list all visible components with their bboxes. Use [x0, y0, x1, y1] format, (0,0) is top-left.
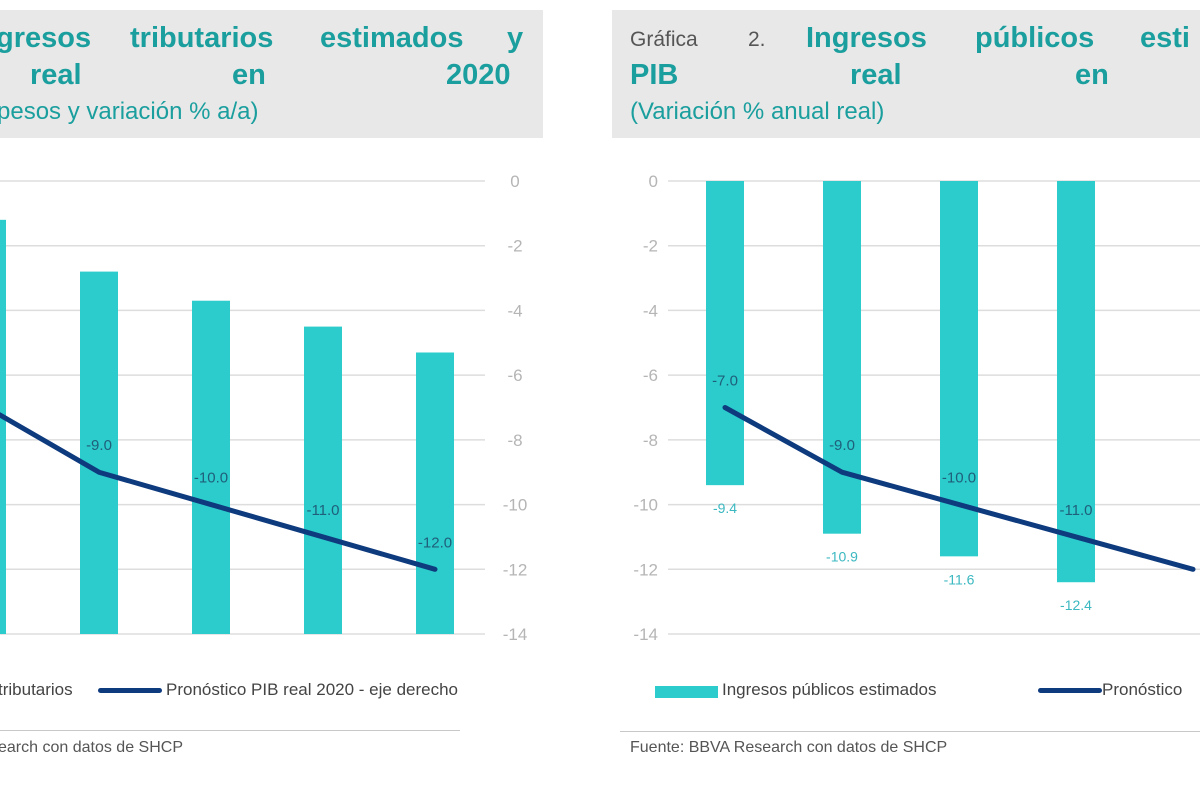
right-title-word: esti [1140, 22, 1190, 54]
left-title-word: gresos [0, 22, 92, 54]
bar-data-label: -9.4 [713, 500, 737, 516]
line-data-label: -9.0 [86, 437, 112, 454]
left-divider [0, 730, 460, 731]
y-tick-label: -6 [507, 366, 522, 385]
right-title-word: real [850, 59, 902, 91]
right-legend-bar-label: Ingresos públicos estimados [722, 680, 937, 699]
bar-data-label: -11.6 [944, 571, 975, 587]
bar [940, 181, 978, 557]
line-data-label: -10.0 [942, 470, 976, 487]
bar [706, 181, 744, 486]
y-tick-label: -12 [633, 560, 658, 579]
y-tick-label: -4 [643, 301, 658, 320]
y-tick-label: -10 [633, 496, 658, 515]
y-tick-label: -2 [643, 237, 658, 256]
bar [0, 219, 6, 635]
left-title-box [0, 10, 543, 138]
right-subtitle: (Variación % anual real) [630, 98, 885, 125]
left-legend-line-label: Pronóstico PIB real 2020 - eje derecho [166, 680, 459, 699]
left-source: earch con datos de SHCP [0, 739, 183, 756]
right-title-box [612, 10, 1200, 138]
line-data-label: -12.0 [418, 534, 452, 551]
y-tick-label: -12 [503, 560, 528, 579]
bar [192, 300, 230, 634]
y-tick-label: -10 [503, 496, 528, 515]
right-legend-line-label: Pronóstico [1102, 680, 1183, 699]
right-title-word: públicos [975, 22, 1095, 54]
bar [80, 271, 118, 634]
right-title-number: 2. [748, 28, 766, 51]
y-tick-label: -4 [507, 301, 522, 320]
right-title-prefix: Gráfica [630, 28, 698, 51]
y-tick-label: -8 [643, 431, 658, 450]
right-legend-line-swatch [1038, 688, 1102, 693]
right-legend-bar-swatch [655, 686, 718, 698]
y-tick-label: -6 [643, 366, 658, 385]
bar [823, 181, 861, 534]
left-subtitle: pesos y variación % a/a) [0, 98, 259, 125]
line-data-label: -10.0 [194, 470, 228, 487]
left-title-word: en [232, 59, 266, 91]
y-tick-label: -14 [633, 625, 658, 644]
left-title-word: estimados [320, 22, 464, 54]
y-tick-label: -8 [507, 431, 522, 450]
line-data-label: -7.0 [712, 373, 738, 390]
left-title-word: real [30, 59, 82, 91]
right-source: Fuente: BBVA Research con datos de SHCP [630, 739, 948, 756]
y-tick-label: 0 [510, 172, 519, 191]
line-data-label: -11.0 [1059, 502, 1092, 519]
left-title-word: 2020 [446, 59, 511, 91]
line-series [722, 405, 1196, 572]
left-title-word: y [507, 22, 524, 54]
bar-data-label: -12.4 [1060, 597, 1092, 613]
line-series [0, 412, 438, 572]
right-divider [620, 731, 1200, 732]
bar [416, 352, 454, 634]
line-data-label: -11.0 [306, 502, 339, 519]
right-title-word: en [1075, 59, 1109, 91]
left-legend-bar-label: tributarios [0, 680, 73, 699]
y-tick-label: 0 [649, 172, 658, 191]
line-data-label: -9.0 [829, 437, 855, 454]
y-tick-label: -14 [503, 625, 528, 644]
bar [304, 326, 342, 634]
left-title-word: tributarios [130, 22, 274, 54]
y-tick-label: -2 [507, 237, 522, 256]
bar-data-label: -10.9 [826, 549, 858, 565]
right-title-word: Ingresos [806, 22, 927, 54]
right-title-word: PIB [630, 59, 679, 91]
left-legend-line-swatch [98, 688, 162, 693]
bar [1057, 181, 1095, 583]
